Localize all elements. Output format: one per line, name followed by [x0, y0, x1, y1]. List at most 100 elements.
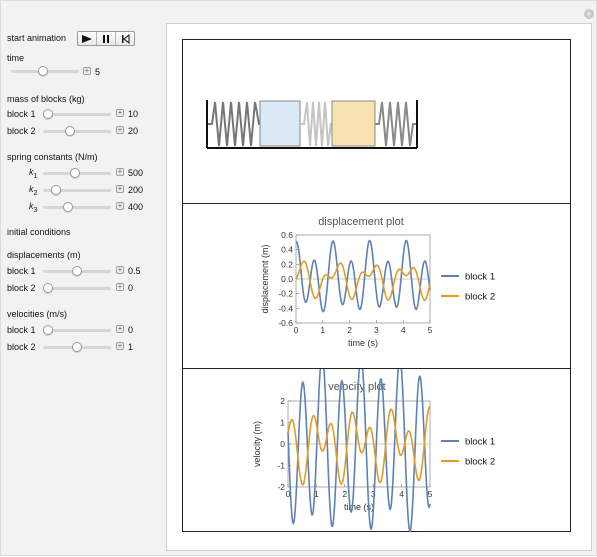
spring-1: [208, 101, 260, 147]
spring-2: [300, 101, 332, 147]
vel-legend-block2: block 2: [465, 457, 495, 468]
x-tick-label: 2: [342, 489, 347, 499]
disp-block2-slider[interactable]: [43, 287, 111, 290]
divider-top: [183, 203, 570, 204]
time-slider-thumb[interactable]: [38, 66, 48, 76]
plus-pin-icon[interactable]: +: [584, 9, 594, 19]
k3-slider[interactable]: [43, 206, 111, 209]
series-line-block-1: [287, 369, 431, 533]
k1-slider-thumb[interactable]: [70, 168, 80, 178]
displacements-section-label: displacements (m): [7, 250, 81, 260]
k3-value: 400: [128, 202, 144, 212]
block-2: [331, 100, 376, 147]
reset-button[interactable]: [116, 32, 134, 45]
play-icon: [82, 34, 92, 43]
disp-block2-thumb[interactable]: [43, 283, 53, 293]
y-tick-label: 0.6: [281, 230, 293, 240]
x-tick-label: 4: [401, 325, 406, 335]
x-tick-label: 3: [371, 489, 376, 499]
time-label: time: [7, 53, 25, 63]
k3-label: k3: [29, 201, 38, 214]
x-tick-label: 5: [428, 325, 433, 335]
velocity-chart: velocity plot 0 1 2 3 4 5 -2 -1 0 1 2 time (s) veloc…: [252, 369, 495, 533]
x-tick-label: 0: [286, 489, 291, 499]
series-line-block-2: [295, 260, 431, 301]
vel-block2-label: block 2: [7, 342, 36, 352]
k2-value: 200: [128, 185, 144, 195]
x-tick-label: 1: [314, 489, 319, 499]
velocities-section-label: velocities (m/s): [7, 309, 68, 319]
y-tick-label: 2: [280, 396, 285, 406]
x-tick-label: 3: [374, 325, 379, 335]
vel-block1-expand-icon[interactable]: +: [116, 324, 124, 333]
displacement-legend: block 1 block 2: [441, 272, 495, 303]
disp-block2-value: 0: [128, 283, 134, 293]
vel-block1-slider[interactable]: [43, 329, 111, 332]
k3-expand-icon[interactable]: +: [116, 201, 124, 210]
spring-mass-diagram: [206, 100, 418, 149]
y-tick-label: 0.4: [281, 245, 293, 255]
disp-legend-block1: block 1: [465, 272, 495, 283]
displacement-chart-title: displacement plot: [318, 216, 404, 228]
x-tick-label: 4: [399, 489, 404, 499]
vel-block1-thumb[interactable]: [43, 325, 53, 335]
x-tick-label: 5: [428, 489, 433, 499]
disp-block1-expand-icon[interactable]: +: [116, 265, 124, 274]
x-tick-label: 2: [347, 325, 352, 335]
y-axis-label: displacement (m): [260, 244, 270, 313]
container-walls: [206, 100, 418, 149]
disp-block1-thumb[interactable]: [72, 266, 82, 276]
vel-legend-block1: block 1: [465, 437, 495, 448]
y-tick-label: 0: [280, 439, 285, 449]
k1-expand-icon[interactable]: +: [116, 167, 124, 176]
vel-block2-value: 1: [128, 342, 134, 352]
y-tick-label: 0.0: [281, 274, 293, 284]
block-1: [259, 100, 301, 147]
vel-block1-label: block 1: [7, 325, 36, 335]
vel-block1-value: 0: [128, 325, 134, 335]
animation-controls: [77, 31, 135, 46]
velocity-legend: block 1 block 2: [441, 437, 495, 468]
mass-section-label: mass of blocks (kg): [7, 94, 85, 104]
y-axis-label: velocity (m): [252, 421, 262, 467]
k3-slider-thumb[interactable]: [63, 202, 73, 212]
disp-block1-value: 0.5: [128, 266, 141, 276]
mass-block1-slider[interactable]: [43, 113, 111, 116]
disp-legend-block2: block 2: [465, 292, 495, 303]
disp-block2-expand-icon[interactable]: +: [116, 282, 124, 291]
mass-block1-thumb[interactable]: [43, 109, 53, 119]
velocity-chart-title: velocity plot: [328, 381, 385, 393]
y-tick-label: -0.2: [278, 289, 293, 299]
vel-block2-thumb[interactable]: [72, 342, 82, 352]
mass-block2-thumb[interactable]: [65, 126, 75, 136]
series-line-block-2: [287, 405, 431, 486]
mass-block2-label: block 2: [7, 126, 36, 136]
k2-expand-icon[interactable]: +: [116, 184, 124, 193]
mass-block2-slider[interactable]: [43, 130, 111, 133]
pause-button[interactable]: [97, 32, 116, 45]
y-tick-label: 1: [280, 418, 285, 428]
k2-slider[interactable]: [43, 189, 111, 192]
mass-block2-expand-icon[interactable]: +: [116, 125, 124, 134]
disp-block2-label: block 2: [7, 283, 36, 293]
k2-slider-thumb[interactable]: [51, 185, 61, 195]
y-tick-label: 0.2: [281, 259, 293, 269]
mass-block2-value: 20: [128, 126, 139, 136]
k1-label: k1: [29, 167, 38, 180]
displacement-chart: displacement plot 0 1 2 3 4 5 -0.6 -0.4 -0.2 0.0 0…: [260, 216, 495, 348]
control-panel: start animation time + 5 mass of blocks …: [1, 1, 164, 557]
k2-label: k2: [29, 184, 38, 197]
y-tick-label: -0.6: [278, 318, 293, 328]
time-expand-icon[interactable]: +: [83, 66, 91, 75]
x-axis-label: time (s): [344, 502, 374, 512]
time-value: 5: [95, 67, 101, 77]
play-button[interactable]: [78, 32, 97, 45]
mass-block1-expand-icon[interactable]: +: [116, 108, 124, 117]
divider-bottom: [183, 368, 570, 369]
mass-block1-value: 10: [128, 109, 139, 119]
series-line-block-1: [295, 239, 431, 313]
vel-block2-expand-icon[interactable]: +: [116, 341, 124, 350]
x-axis-label: time (s): [348, 338, 378, 348]
k1-value: 500: [128, 168, 144, 178]
